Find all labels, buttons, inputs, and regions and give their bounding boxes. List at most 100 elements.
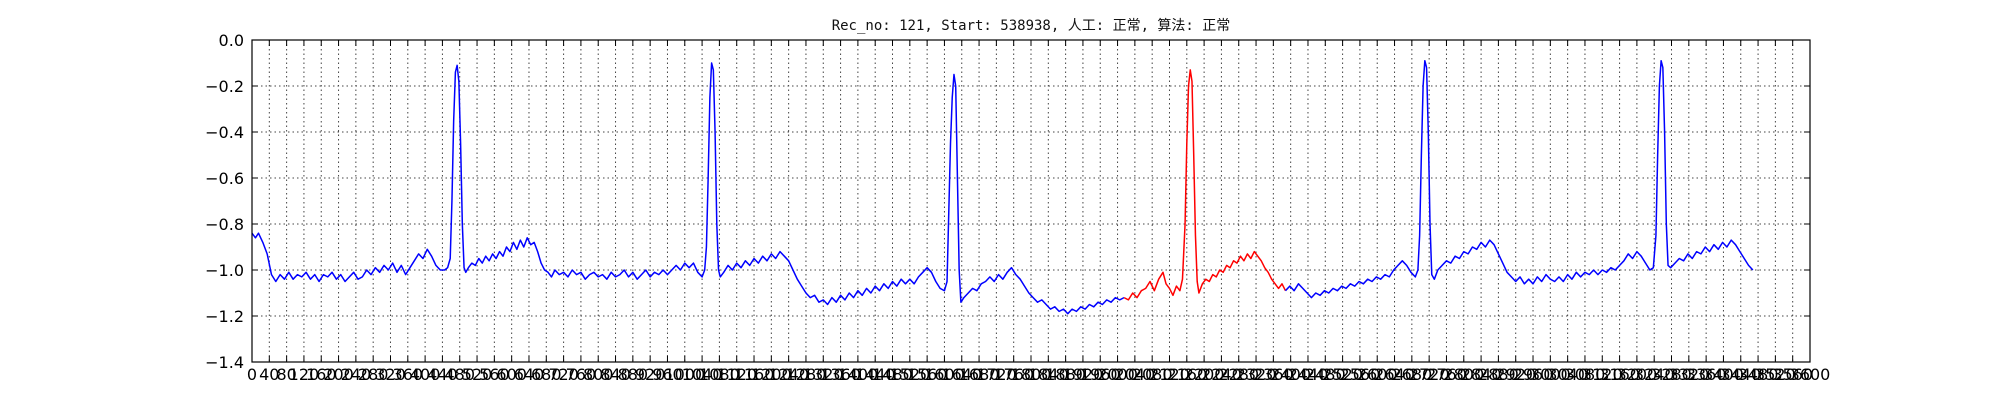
x-tick-label: 3000: [1530, 365, 1571, 384]
x-tick-label: 2120: [1149, 365, 1190, 384]
grid: [252, 40, 1810, 362]
x-tick-label: 120: [289, 365, 320, 384]
x-tick-label: 3360: [1686, 365, 1727, 384]
x-tick-label: 2920: [1495, 365, 1536, 384]
x-tick-label: 2240: [1201, 365, 1242, 384]
plot-frame: [251, 39, 1811, 363]
x-tick-label: 3440: [1720, 365, 1761, 384]
x-tick-label: 1680: [959, 365, 1000, 384]
x-tick-label: 1600: [924, 365, 965, 384]
x-tick-label: 2800: [1443, 365, 1484, 384]
x-tick-label: 2560: [1340, 365, 1381, 384]
x-tick-label: 3560: [1772, 365, 1813, 384]
x-tick-label: 2640: [1374, 365, 1415, 384]
x-tick-label: 1240: [768, 365, 809, 384]
x-tick-label: 2400: [1270, 365, 1311, 384]
x-tick-label: 3240: [1634, 365, 1675, 384]
y-tick-label: −0.2: [205, 77, 244, 96]
x-tick-label: 2840: [1461, 365, 1502, 384]
x-tick-label: 3200: [1617, 365, 1658, 384]
x-tick-label: 2480: [1305, 365, 1346, 384]
y-tick-label: −0.4: [205, 123, 244, 142]
y-tick-label: −1.2: [205, 307, 244, 326]
x-tick-label: 1280: [786, 365, 827, 384]
x-tick-label: 3120: [1582, 365, 1623, 384]
x-tick-label: 2520: [1322, 365, 1363, 384]
x-tick-label: 2960: [1513, 365, 1554, 384]
x-tick-label: 1960: [1080, 365, 1121, 384]
chart-title: Rec_no: 121, Start: 538938, 人工: 正常, 算法: …: [832, 18, 1231, 34]
x-tick-label: 0: [247, 365, 257, 384]
x-tick-label: 1760: [993, 365, 1034, 384]
x-tick-label: 960: [652, 365, 683, 384]
x-tick-label: 2320: [1236, 365, 1277, 384]
x-tick-label: 2440: [1288, 365, 1329, 384]
x-tick-label: 160: [306, 365, 337, 384]
x-tick-label: 3520: [1755, 365, 1796, 384]
x-tick-label: 1720: [976, 365, 1017, 384]
x-tick-label: 1320: [803, 365, 844, 384]
x-tick-label: 2160: [1166, 365, 1207, 384]
axes: 0.0−0.2−0.4−0.6−0.8−1.0−1.2−1.40 40801201…: [205, 31, 1830, 384]
x-tick-label: 3600: [1790, 365, 1831, 384]
x-tick-label: 2760: [1426, 365, 1467, 384]
x-tick-label: 2680: [1391, 365, 1432, 384]
series-line-3: [1284, 59, 1754, 299]
x-tick-label: 1360: [820, 365, 861, 384]
x-tick-label: 2360: [1253, 365, 1294, 384]
y-tick-label: −0.6: [205, 169, 244, 188]
x-tick-label: 520: [462, 365, 493, 384]
x-tick-label: 40: [259, 365, 279, 384]
x-tick-label: 2080: [1132, 365, 1173, 384]
x-tick-label: 3160: [1599, 365, 1640, 384]
x-tick-label: 1920: [1063, 365, 1104, 384]
x-tick-label: 560: [479, 365, 510, 384]
x-tick-label: 600: [496, 365, 527, 384]
x-tick-label: 1440: [855, 365, 896, 384]
x-tick-label: 920: [635, 365, 666, 384]
x-tick-label: 3320: [1668, 365, 1709, 384]
x-tick-label: 280: [358, 365, 389, 384]
series-line-2: [1123, 69, 1287, 301]
y-tick-label: −1.0: [205, 261, 244, 280]
x-tick-label: 400: [410, 365, 441, 384]
y-tick-label: −1.4: [205, 353, 244, 372]
series-layer: [251, 59, 1754, 315]
x-tick-label: 200: [323, 365, 354, 384]
x-tick-label: 360: [393, 365, 424, 384]
x-tick-label: 800: [583, 365, 614, 384]
x-tick-label: 840: [600, 365, 631, 384]
x-tick-label: 3080: [1565, 365, 1606, 384]
x-tick-label: 2280: [1218, 365, 1259, 384]
x-tick-label: 1000: [664, 365, 705, 384]
x-tick-label: 320: [375, 365, 406, 384]
x-tick-label: 720: [548, 365, 579, 384]
y-tick-label: −0.8: [205, 215, 244, 234]
x-tick-label: 2880: [1478, 365, 1519, 384]
x-tick-label: 2600: [1357, 365, 1398, 384]
x-tick-label: 3480: [1738, 365, 1779, 384]
x-tick-label: 1480: [872, 365, 913, 384]
x-tick-label: 2000: [1097, 365, 1138, 384]
x-tick-label: 1200: [751, 365, 792, 384]
x-tick-label: 3040: [1547, 365, 1588, 384]
x-tick-label: 3280: [1651, 365, 1692, 384]
x-tick-label: 480: [444, 365, 475, 384]
x-tick-label: 1560: [907, 365, 948, 384]
x-tick-label: 760: [566, 365, 597, 384]
x-tick-label: 640: [514, 365, 545, 384]
x-tick-label: 1840: [1028, 365, 1069, 384]
x-tick-label: 2720: [1409, 365, 1450, 384]
x-tick-label: 1880: [1045, 365, 1086, 384]
x-tick-label: 1800: [1011, 365, 1052, 384]
x-tick-label: 1160: [734, 365, 775, 384]
x-tick-label: 1400: [838, 365, 879, 384]
x-tick-label: 680: [531, 365, 562, 384]
x-tick-label: 2200: [1184, 365, 1225, 384]
x-tick-label: 2040: [1115, 365, 1156, 384]
x-tick-label: 1080: [699, 365, 740, 384]
x-tick-label: 1520: [889, 365, 930, 384]
x-tick-label: 880: [618, 365, 649, 384]
x-tick-label: 3400: [1703, 365, 1744, 384]
